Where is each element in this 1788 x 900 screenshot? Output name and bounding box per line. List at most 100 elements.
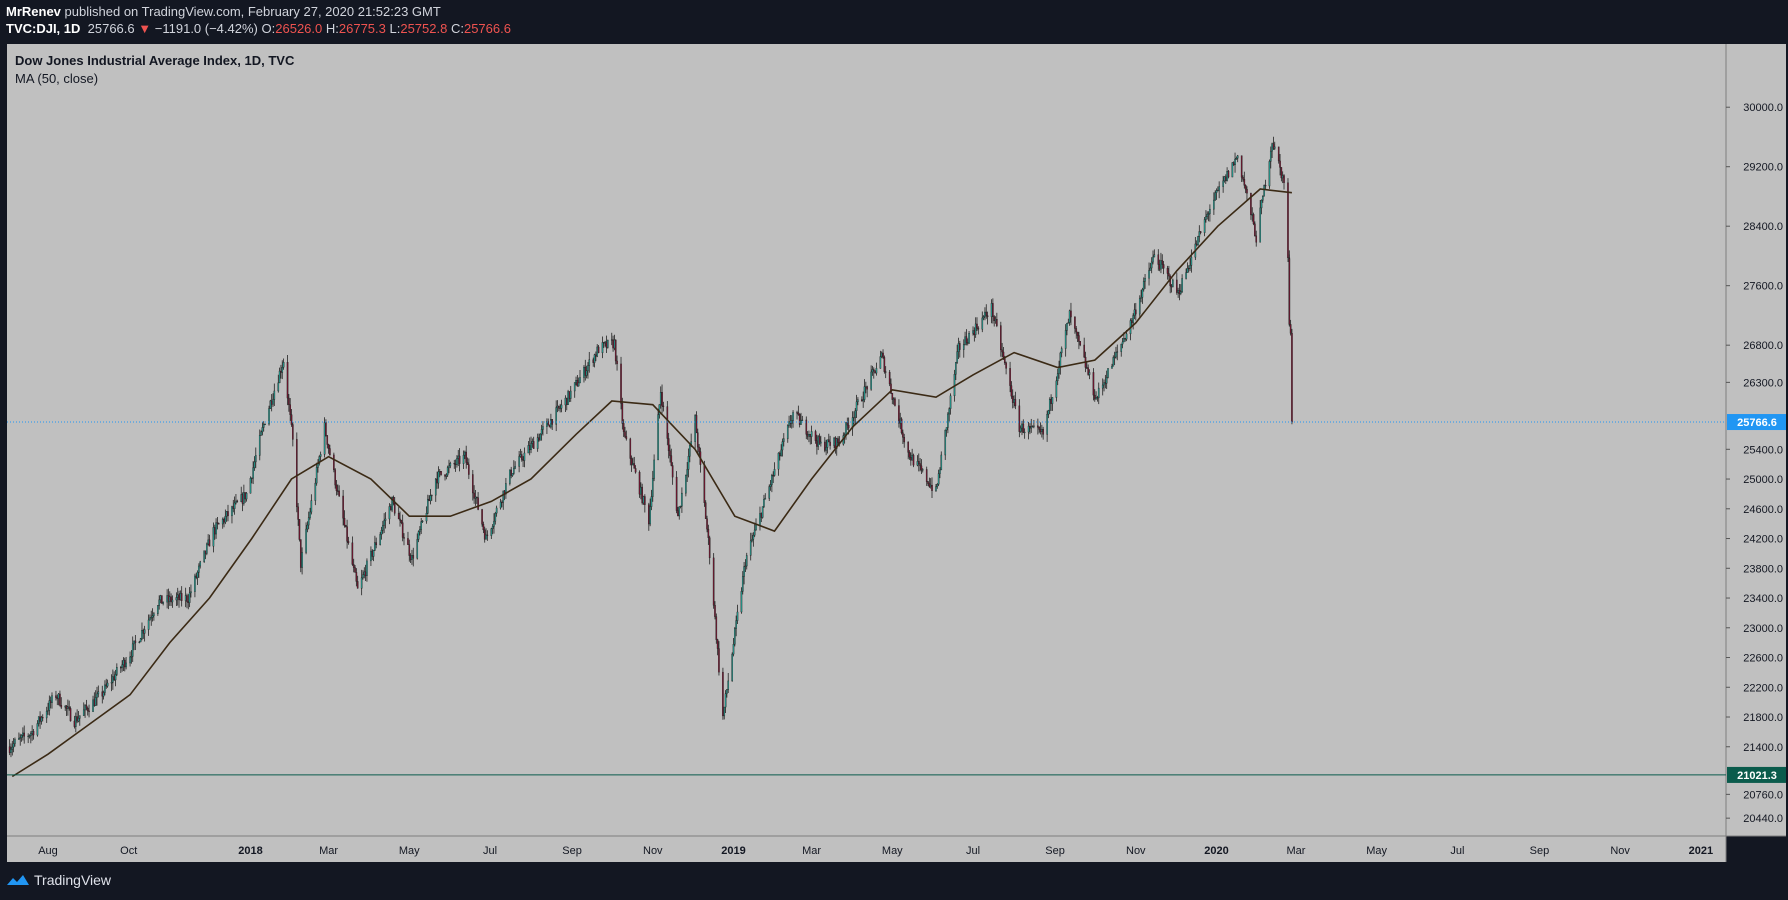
- candle[interactable]: [416, 533, 419, 560]
- candle[interactable]: [735, 615, 737, 637]
- candle[interactable]: [790, 415, 793, 429]
- candle[interactable]: [490, 527, 493, 539]
- candle[interactable]: [551, 418, 554, 431]
- candle[interactable]: [323, 417, 326, 458]
- candle[interactable]: [587, 362, 589, 379]
- candle[interactable]: [1260, 199, 1263, 215]
- candle[interactable]: [261, 422, 264, 436]
- candle[interactable]: [829, 435, 831, 450]
- candle[interactable]: [907, 441, 909, 460]
- candle[interactable]: [28, 734, 31, 739]
- candle[interactable]: [134, 634, 137, 651]
- candle[interactable]: [577, 377, 580, 387]
- candle[interactable]: [1262, 195, 1264, 203]
- candle[interactable]: [82, 702, 85, 716]
- candle[interactable]: [1046, 410, 1048, 442]
- candle[interactable]: [1263, 184, 1265, 197]
- candle[interactable]: [722, 667, 724, 720]
- candle[interactable]: [1198, 225, 1201, 243]
- candle[interactable]: [335, 480, 338, 496]
- candle[interactable]: [573, 382, 576, 398]
- candle[interactable]: [292, 421, 294, 447]
- candle[interactable]: [1074, 316, 1076, 334]
- candle[interactable]: [846, 417, 849, 431]
- candle[interactable]: [900, 417, 903, 435]
- candle[interactable]: [996, 312, 998, 328]
- candle[interactable]: [621, 397, 624, 430]
- candle[interactable]: [780, 444, 782, 457]
- candle[interactable]: [412, 547, 415, 567]
- candle[interactable]: [732, 638, 735, 657]
- candle[interactable]: [41, 714, 44, 722]
- candle[interactable]: [1042, 426, 1044, 440]
- candle[interactable]: [286, 355, 289, 406]
- candle[interactable]: [651, 470, 654, 502]
- candle[interactable]: [530, 436, 532, 454]
- candle[interactable]: [194, 573, 196, 598]
- candle[interactable]: [708, 535, 711, 565]
- candle[interactable]: [102, 690, 105, 700]
- candle[interactable]: [731, 652, 733, 682]
- candle[interactable]: [1279, 154, 1281, 176]
- candle[interactable]: [458, 448, 461, 472]
- candle[interactable]: [630, 455, 633, 472]
- candle[interactable]: [60, 697, 63, 709]
- candle[interactable]: [743, 561, 745, 585]
- candle[interactable]: [96, 686, 98, 706]
- candle[interactable]: [958, 340, 961, 358]
- candle[interactable]: [306, 521, 309, 533]
- candle[interactable]: [59, 690, 61, 707]
- candle[interactable]: [36, 720, 39, 737]
- candle[interactable]: [307, 511, 310, 530]
- candle[interactable]: [633, 456, 636, 469]
- candle[interactable]: [264, 423, 266, 426]
- candle[interactable]: [912, 453, 915, 468]
- candle[interactable]: [800, 412, 802, 425]
- candle[interactable]: [685, 474, 687, 497]
- candle[interactable]: [559, 403, 561, 413]
- price-axis[interactable]: [1726, 44, 1786, 836]
- candle[interactable]: [894, 397, 896, 407]
- candle[interactable]: [425, 506, 428, 524]
- candle[interactable]: [212, 522, 215, 553]
- candle[interactable]: [712, 553, 715, 609]
- candle[interactable]: [162, 601, 164, 606]
- candle[interactable]: [1033, 420, 1035, 429]
- candle[interactable]: [493, 513, 495, 534]
- candle[interactable]: [477, 492, 479, 511]
- candle[interactable]: [380, 526, 383, 540]
- candle[interactable]: [882, 349, 884, 359]
- candle[interactable]: [944, 429, 947, 460]
- candle[interactable]: [1288, 254, 1291, 327]
- candle[interactable]: [384, 512, 387, 529]
- candle[interactable]: [1051, 397, 1054, 411]
- candle[interactable]: [456, 455, 458, 468]
- candle[interactable]: [1207, 211, 1210, 222]
- candle[interactable]: [716, 638, 719, 656]
- candle[interactable]: [151, 608, 154, 622]
- candle[interactable]: [772, 471, 775, 484]
- candle[interactable]: [1079, 340, 1082, 347]
- footer-brand[interactable]: TradingView: [6, 872, 111, 888]
- candle[interactable]: [1120, 343, 1123, 357]
- candle[interactable]: [403, 533, 405, 546]
- candle[interactable]: [254, 447, 257, 469]
- candle[interactable]: [86, 706, 89, 716]
- candle[interactable]: [974, 317, 977, 338]
- candle[interactable]: [188, 587, 191, 608]
- candle[interactable]: [792, 410, 794, 428]
- candle[interactable]: [1113, 351, 1116, 366]
- candle[interactable]: [768, 484, 771, 502]
- candle[interactable]: [269, 399, 272, 409]
- candle[interactable]: [749, 532, 752, 561]
- candle[interactable]: [949, 393, 952, 415]
- candle[interactable]: [920, 459, 923, 474]
- candle[interactable]: [1153, 249, 1156, 258]
- candle[interactable]: [614, 339, 617, 365]
- candle[interactable]: [288, 393, 290, 412]
- candle[interactable]: [346, 519, 348, 549]
- candle[interactable]: [138, 640, 141, 644]
- candle[interactable]: [383, 513, 385, 534]
- candle[interactable]: [704, 500, 707, 519]
- candle[interactable]: [801, 415, 804, 421]
